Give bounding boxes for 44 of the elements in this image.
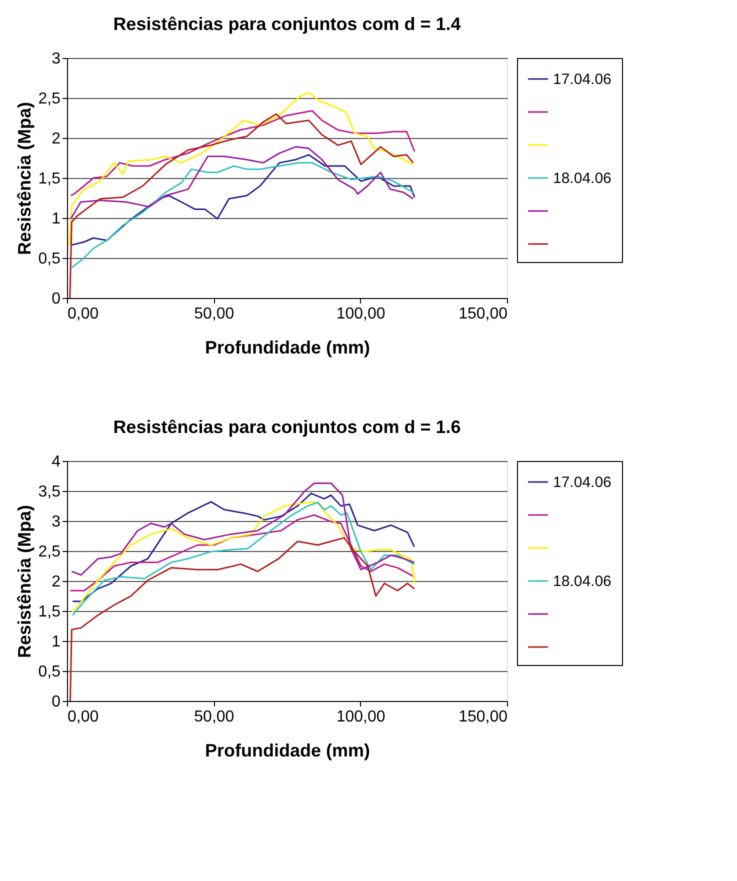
legend-label: 17.04.06 xyxy=(553,474,612,491)
y-tick-label: 1,5 xyxy=(38,604,61,620)
x-tick-label: 0,00 xyxy=(68,306,99,322)
chart-title: Resistências para conjuntos com d = 1.6 xyxy=(113,417,461,437)
line-series xyxy=(72,492,416,602)
y-tick-label: 4 xyxy=(52,454,61,470)
y-tick-label: 3 xyxy=(52,514,61,530)
y-tick-label: 0 xyxy=(52,694,61,710)
y-tick-label: 1 xyxy=(52,210,61,228)
y-tick-label: 0,5 xyxy=(38,250,61,268)
x-tick-label: 0,00 xyxy=(68,708,99,726)
x-tick-label: 150,00 xyxy=(458,306,508,322)
line-series xyxy=(69,514,416,592)
y-tick-label: 2 xyxy=(52,130,61,148)
x-axis-title: Profundidade (mm) xyxy=(205,740,370,760)
line-series xyxy=(70,162,414,268)
legend-label: 18.04.06 xyxy=(553,573,612,590)
y-tick-label: 3 xyxy=(52,50,61,68)
legend-label: 18.04.06 xyxy=(553,170,612,187)
y-tick-label: 0,5 xyxy=(38,664,61,680)
line-series xyxy=(68,92,414,246)
line-series xyxy=(70,146,414,220)
y-tick-label: 2,5 xyxy=(38,544,61,560)
y-axis-title: Resistência (Mpa) xyxy=(14,504,34,658)
x-tick-label: 50,00 xyxy=(194,708,234,726)
y-tick-label: 3,5 xyxy=(38,484,61,500)
line-series xyxy=(70,110,416,196)
x-tick-label: 100,00 xyxy=(336,306,386,322)
x-tick-label: 50,00 xyxy=(194,306,234,322)
y-tick-label: 2 xyxy=(52,574,61,590)
x-tick-label: 100,00 xyxy=(336,708,386,726)
line-series xyxy=(70,154,416,246)
legend-label: 17.04.06 xyxy=(553,71,612,88)
y-axis-title: Resistência (Mpa) xyxy=(14,102,34,256)
line-series xyxy=(70,482,416,576)
line-series xyxy=(69,537,416,702)
chart-title: Resistências para conjuntos com d = 1.4 xyxy=(113,14,461,34)
y-tick-label: 0 xyxy=(52,290,61,308)
y-tick-label: 1 xyxy=(52,634,61,650)
y-tick-label: 2,5 xyxy=(38,90,61,108)
x-tick-label: 150,00 xyxy=(458,708,508,726)
line-series xyxy=(69,113,414,299)
x-axis-title: Profundidade (mm) xyxy=(205,338,370,358)
y-tick-label: 1,5 xyxy=(38,170,61,188)
